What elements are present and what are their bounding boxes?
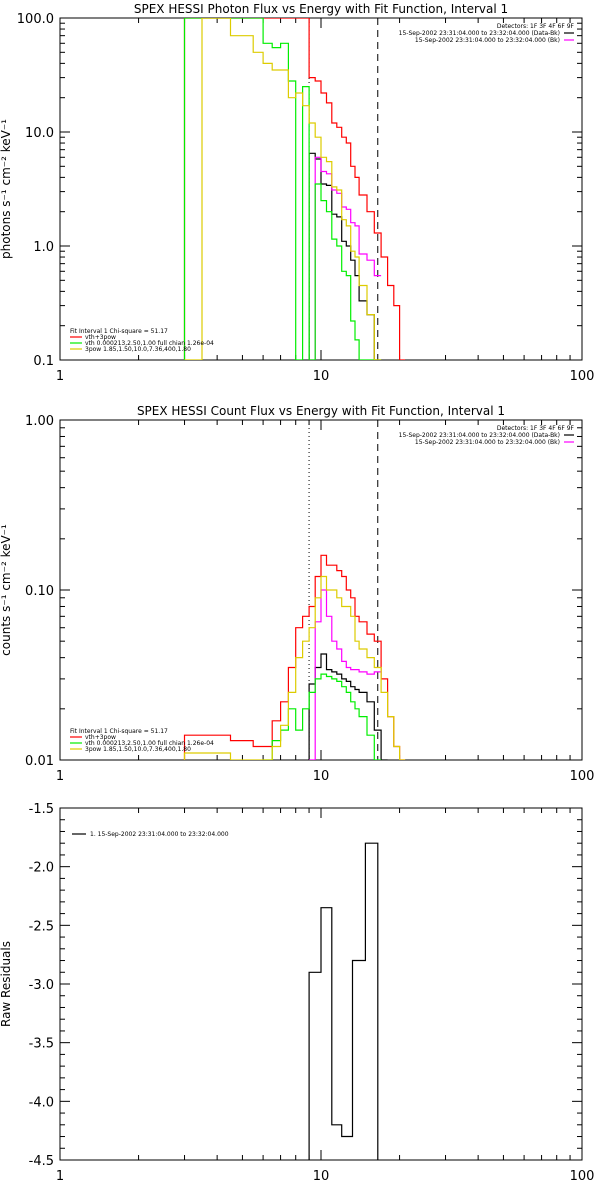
y-tick-label: 1.00 — [25, 414, 54, 429]
residual-legend-text: 1. 15-Sep-2002 23:31:04.000 to 23:32:04.… — [90, 831, 229, 838]
series-3-histogram — [309, 156, 382, 360]
chart-title: SPEX HESSI Count Flux vs Energy with Fit… — [137, 404, 505, 418]
y-tick-label: -2.5 — [29, 919, 54, 934]
top-legend-text: 15-Sep-2002 23:31:04.000 to 23:32:04.000… — [415, 37, 560, 44]
x-tick-label: 10 — [313, 1169, 330, 1184]
y-axis-label: photons s⁻¹ cm⁻² keV⁻¹ — [0, 119, 13, 259]
chart-panel-2: SPEX HESSI Count Flux vs Energy with Fit… — [0, 404, 594, 784]
series-5-histogram — [183, 575, 406, 760]
fit-legend-text: vth 0.000213,2.50,1.00 full chian 1.26e-… — [85, 340, 214, 347]
chart-panel-1: SPEX HESSI Photon Flux vs Energy with Fi… — [0, 2, 594, 384]
y-tick-label: 100.0 — [17, 12, 54, 27]
chart-panel-3: Raw Residuals 1 10 100 -4.5 -4.0 -3.5 -3.0 -2.5 -… — [0, 802, 594, 1184]
chart-title: SPEX HESSI Photon Flux vs Energy with Fi… — [134, 2, 508, 16]
y-tick-label: -4.0 — [29, 1095, 54, 1110]
x-tick-label: 1 — [56, 369, 64, 384]
y-tick-label: -1.5 — [29, 802, 54, 817]
y-axis-label: counts s⁻¹ cm⁻² keV⁻¹ — [0, 524, 13, 656]
fit-legend-header: Fit Interval 1 Chi-square = 51.17 — [70, 728, 168, 735]
series-2-histogram — [308, 653, 388, 760]
y-tick-label: -2.0 — [29, 861, 54, 876]
x-tick-label: 100 — [570, 369, 595, 384]
x-tick-label: 100 — [570, 1169, 595, 1184]
x-tick-label: 1 — [56, 1169, 64, 1184]
x-tick-label: 10 — [313, 369, 330, 384]
fit-legend-text: vth 0.000213,2.50,1.00 full chian 1.26e-… — [85, 740, 214, 747]
x-tick-label: 1 — [56, 769, 64, 784]
series-1-histogram — [308, 842, 379, 1160]
fit-legend-text: vth+3pow — [85, 334, 116, 341]
fit-legend-text: vth+3pow — [85, 734, 116, 741]
y-tick-label: 10.0 — [25, 126, 54, 141]
top-legend-text: Detectors: 1F 3F 4F 6F 9F — [497, 23, 575, 30]
series-5-histogram — [184, 18, 382, 360]
x-tick-label: 100 — [570, 769, 595, 784]
series-1-histogram — [183, 18, 406, 360]
fit-legend-header: Fit Interval 1 Chi-square = 51.17 — [70, 328, 168, 335]
data-layer — [308, 842, 379, 1160]
series-4-histogram — [183, 18, 382, 360]
y-axis-label: Raw Residuals — [0, 941, 13, 1027]
top-legend-text: 15-Sep-2002 23:31:04.000 to 23:32:04.000… — [399, 30, 560, 37]
top-legend-text: 15-Sep-2002 23:31:04.000 to 23:32:04.000… — [399, 432, 560, 439]
top-legend-text: Detectors: 1F 3F 4F 6F 9F — [497, 425, 575, 432]
fit-legend-text: 3pow 1.85,1.50,10.0,7.36,400,1.80 — [85, 746, 191, 753]
x-tick-label: 10 — [313, 769, 330, 784]
y-tick-label: 0.10 — [25, 584, 54, 599]
data-layer — [183, 420, 406, 760]
series-4-histogram — [263, 673, 382, 760]
top-legend-text: 15-Sep-2002 23:31:04.000 to 23:32:04.000… — [415, 439, 560, 446]
series-1-histogram — [183, 554, 406, 760]
y-tick-label: 0.1 — [33, 354, 54, 369]
y-tick-label: -3.0 — [29, 978, 54, 993]
fit-legend-text: 3pow 1.85,1.50,10.0,7.36,400,1.80 — [85, 346, 191, 353]
series-3-histogram — [309, 589, 382, 760]
y-tick-label: 0.01 — [25, 754, 54, 769]
y-tick-label: -3.5 — [29, 1037, 54, 1052]
data-layer — [183, 18, 406, 360]
plot-frame — [59, 807, 583, 1161]
y-tick-label: -4.5 — [29, 1154, 54, 1169]
y-tick-label: 1.0 — [33, 240, 54, 255]
